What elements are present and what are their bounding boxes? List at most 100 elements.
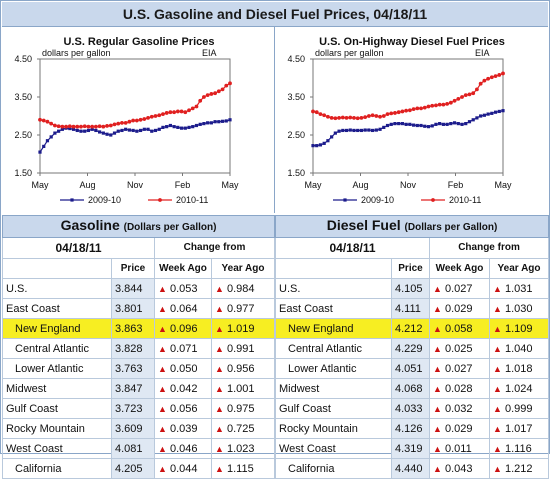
year-change-value: 1.109: [505, 322, 533, 335]
gasoline-heading-units: (Dollars per Gallon): [123, 222, 217, 233]
week-change-value: 0.042: [170, 382, 198, 395]
diesel-point-2010-11: [337, 116, 341, 120]
gasoline-point-2009-10: [68, 126, 72, 131]
price-cell: 4.081: [111, 438, 155, 459]
table-row: Gulf Coast 4.033 ▲ 0.032 ▲ 0.999: [275, 398, 550, 419]
gasoline-point-2010-11: [179, 109, 184, 114]
gasoline-point-2010-11: [220, 87, 225, 92]
week-change-value: 0.046: [170, 442, 198, 455]
price-cell: 3.847: [111, 378, 155, 399]
diesel-heading-units: (Dollars per Gallon): [404, 222, 498, 233]
up-arrow-icon: ▲: [493, 363, 502, 374]
week-change-cell: ▲ 0.028: [429, 378, 490, 399]
region-cell: U.S.: [275, 278, 392, 299]
diesel-point-2009-10: [322, 141, 326, 145]
up-arrow-icon: ▲: [493, 323, 502, 334]
table-row: New England 4.212 ▲ 0.058 ▲ 1.109: [275, 318, 550, 339]
region-label: West Coast: [279, 442, 336, 455]
diesel-heading: Diesel Fuel (Dollars per Gallon): [274, 215, 550, 238]
week-change-value: 0.039: [170, 422, 198, 435]
up-arrow-icon: ▲: [433, 283, 442, 294]
diesel-table-heading: Diesel Fuel (Dollars per Gallon): [274, 215, 550, 238]
region-cell: Central Atlantic: [275, 338, 392, 359]
week-change-value: 0.032: [445, 402, 473, 415]
gasoline-point-2010-11: [53, 123, 57, 128]
table-row: West Coast 4.319 ▲ 0.011 ▲ 1.116: [275, 438, 550, 459]
gasoline-point-2010-11: [138, 117, 143, 122]
gasoline-point-2010-11: [64, 124, 68, 129]
gasoline-point-2009-10: [75, 128, 79, 133]
diesel-x-tick-label: May: [304, 180, 322, 190]
diesel-x-tick-label: Aug: [352, 180, 368, 190]
gasoline-x-tick-label: May: [221, 180, 239, 190]
gasoline-legend-label: 2010-11: [176, 195, 208, 205]
gasoline-point-2009-10: [157, 127, 161, 131]
gasoline-point-2009-10: [98, 130, 102, 134]
region-cell: Lower Atlantic: [275, 358, 392, 379]
up-arrow-icon: ▲: [158, 283, 167, 294]
diesel-point-2010-11: [318, 112, 323, 116]
gasoline-point-2009-10: [94, 128, 98, 133]
region-label: New England: [288, 322, 354, 335]
diesel-change-from-label: Change from: [428, 237, 550, 259]
gasoline-point-2010-11: [209, 92, 214, 96]
gasoline-date: 04/18/11: [2, 237, 155, 259]
year-change-cell: ▲ 0.977: [210, 298, 276, 319]
diesel-point-2009-10: [367, 128, 371, 132]
diesel-point-2009-10: [426, 125, 431, 129]
year-change-value: 1.001: [227, 382, 255, 395]
gasoline-point-2009-10: [135, 129, 139, 133]
diesel-point-2010-11: [374, 114, 379, 118]
gasoline-point-2010-11: [149, 114, 154, 119]
diesel-point-2010-11: [437, 102, 442, 107]
diesel-point-2010-11: [400, 109, 405, 114]
diesel-col-year: Year Ago: [488, 258, 550, 279]
diesel-point-2010-11: [344, 116, 349, 120]
gasoline-point-2009-10: [142, 127, 146, 131]
gasoline-point-2009-10: [150, 129, 154, 133]
week-change-value: 0.053: [170, 282, 198, 295]
diesel-point-2010-11: [411, 107, 416, 112]
region-label: East Coast: [279, 302, 333, 315]
diesel-point-2009-10: [374, 128, 378, 132]
up-arrow-icon: ▲: [493, 443, 502, 454]
gasoline-y-tick-label: 1.50: [14, 168, 32, 178]
diesel-point-2009-10: [456, 122, 460, 126]
gasoline-point-2010-11: [93, 124, 98, 129]
price-cell: 3.844: [111, 278, 155, 299]
diesel-point-2010-11: [333, 116, 338, 121]
diesel-point-2010-11: [378, 114, 382, 119]
gasoline-point-2009-10: [112, 131, 117, 135]
year-change-value: 1.115: [227, 462, 254, 475]
diesel-point-2009-10: [400, 122, 405, 126]
gasoline-point-2009-10: [217, 120, 221, 124]
gasoline-point-2010-11: [161, 112, 165, 116]
price-cell: 4.319: [391, 438, 430, 459]
up-arrow-icon: ▲: [215, 323, 224, 334]
gasoline-point-2010-11: [153, 114, 158, 118]
gasoline-point-2009-10: [109, 133, 113, 137]
gasoline-point-2010-11: [134, 118, 139, 123]
region-cell: Central Atlantic: [2, 338, 112, 359]
year-change-cell: ▲ 0.984: [210, 278, 276, 299]
diesel-point-2009-10: [359, 128, 364, 133]
table-row: California 4.205 ▲ 0.044 ▲ 1.115: [2, 458, 276, 479]
diesel-point-2010-11: [475, 87, 479, 92]
gasoline-date-row: 04/18/11 Change from: [2, 237, 276, 259]
year-change-value: 1.018: [505, 362, 533, 375]
gasoline-y-axis-label: dollars per gallon: [42, 48, 111, 58]
region-label: Gulf Coast: [279, 402, 331, 415]
gasoline-point-2009-10: [138, 128, 143, 133]
gasoline-point-2010-11: [79, 124, 83, 129]
gasoline-point-2009-10: [179, 126, 184, 130]
gasoline-point-2010-11: [183, 110, 188, 115]
gasoline-heading: Gasoline (Dollars per Gallon): [1, 215, 276, 238]
diesel-point-2010-11: [441, 102, 446, 107]
gasoline-point-2010-11: [75, 124, 80, 129]
diesel-point-2010-11: [340, 115, 345, 120]
price-cell: 3.828: [111, 338, 155, 359]
year-change-cell: ▲ 0.999: [488, 398, 550, 419]
up-arrow-icon: ▲: [215, 363, 224, 374]
gasoline-chart-title: U.S. Regular Gasoline Prices: [63, 36, 214, 48]
year-change-value: 0.999: [505, 402, 533, 415]
